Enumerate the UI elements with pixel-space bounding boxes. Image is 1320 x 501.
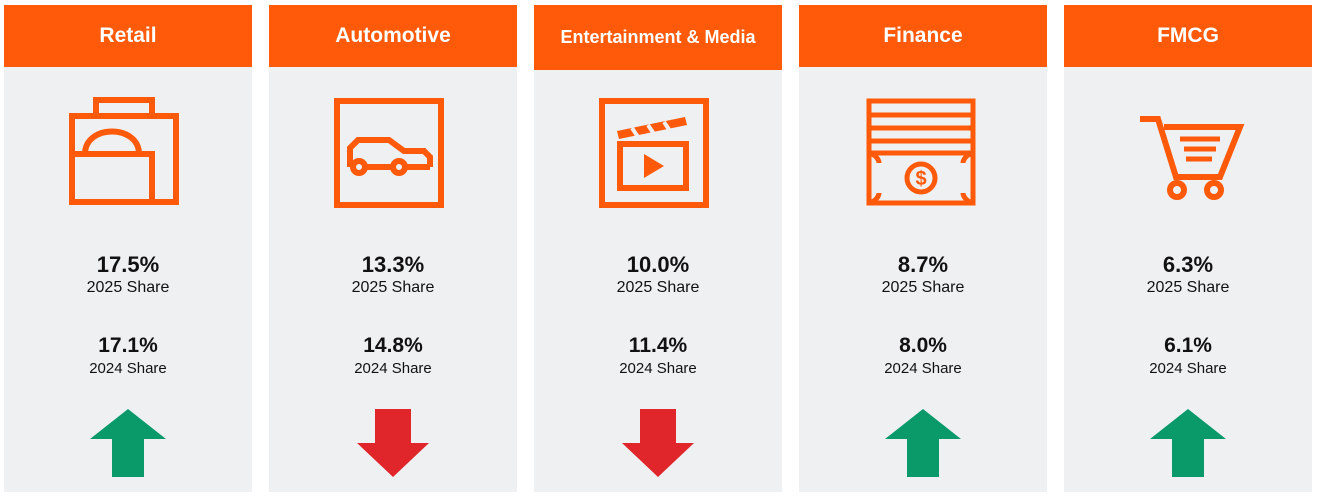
share-2025-value: 10.0% (626, 252, 690, 277)
share-2025-value: 13.3% (361, 252, 425, 277)
shopping-bag-icon (68, 97, 188, 217)
shopping-cart-icon (1128, 97, 1248, 217)
sector-title: Automotive (269, 5, 517, 67)
share-2024-value: 6.1% (1164, 334, 1212, 357)
share-2025-label: 2025 Share (616, 279, 700, 296)
share-2024-value: 11.4% (628, 334, 688, 357)
share-2025-value: 8.7% (897, 252, 949, 277)
share-2024-label: 2024 Share (354, 360, 432, 377)
sector-card-retail: Retail 17.5% 2025 Share 17.1% 2024 Share (4, 5, 252, 492)
share-2024-label: 2024 Share (1149, 360, 1227, 377)
car-icon (333, 97, 453, 217)
sector-card-fmcg: FMCG 6.3% 2025 Share 6.1% 2024 Share (1064, 5, 1312, 492)
sector-card-finance: Finance $ 8.7% 2025 Share 8.0% 2024 Shar… (799, 5, 1047, 492)
trend-up-arrow-icon (883, 407, 963, 479)
share-2024-label: 2024 Share (89, 360, 167, 377)
share-2024-value: 8.0% (899, 334, 947, 357)
share-2024-value: 17.1% (98, 334, 158, 357)
sector-title: Retail (4, 5, 252, 67)
trend-up-arrow-icon (88, 407, 168, 479)
share-2024-value: 14.8% (363, 334, 423, 357)
sector-title: FMCG (1064, 5, 1312, 67)
sector-title: Finance (799, 5, 1047, 67)
trend-down-arrow-icon (353, 407, 433, 479)
sector-card-entertainment-media: Entertainment & Media 10.0% 2025 Share 1… (534, 5, 782, 492)
svg-text:$: $ (915, 168, 926, 190)
share-2024-label: 2024 Share (884, 360, 962, 377)
share-2025-label: 2025 Share (881, 279, 965, 296)
share-2025-value: 17.5% (96, 252, 160, 277)
trend-down-arrow-icon (618, 407, 698, 479)
banknote-icon: $ (863, 97, 983, 217)
sector-card-automotive: Automotive 13.3% 2025 Share 14.8% 2024 S… (269, 5, 517, 492)
trend-up-arrow-icon (1148, 407, 1228, 479)
clapperboard-icon (598, 97, 718, 217)
share-2025-label: 2025 Share (1146, 279, 1230, 296)
share-2025-value: 6.3% (1162, 252, 1214, 277)
sector-title: Entertainment & Media (534, 5, 782, 70)
share-2025-label: 2025 Share (86, 279, 170, 296)
share-2025-label: 2025 Share (351, 279, 435, 296)
share-2024-label: 2024 Share (619, 360, 697, 377)
